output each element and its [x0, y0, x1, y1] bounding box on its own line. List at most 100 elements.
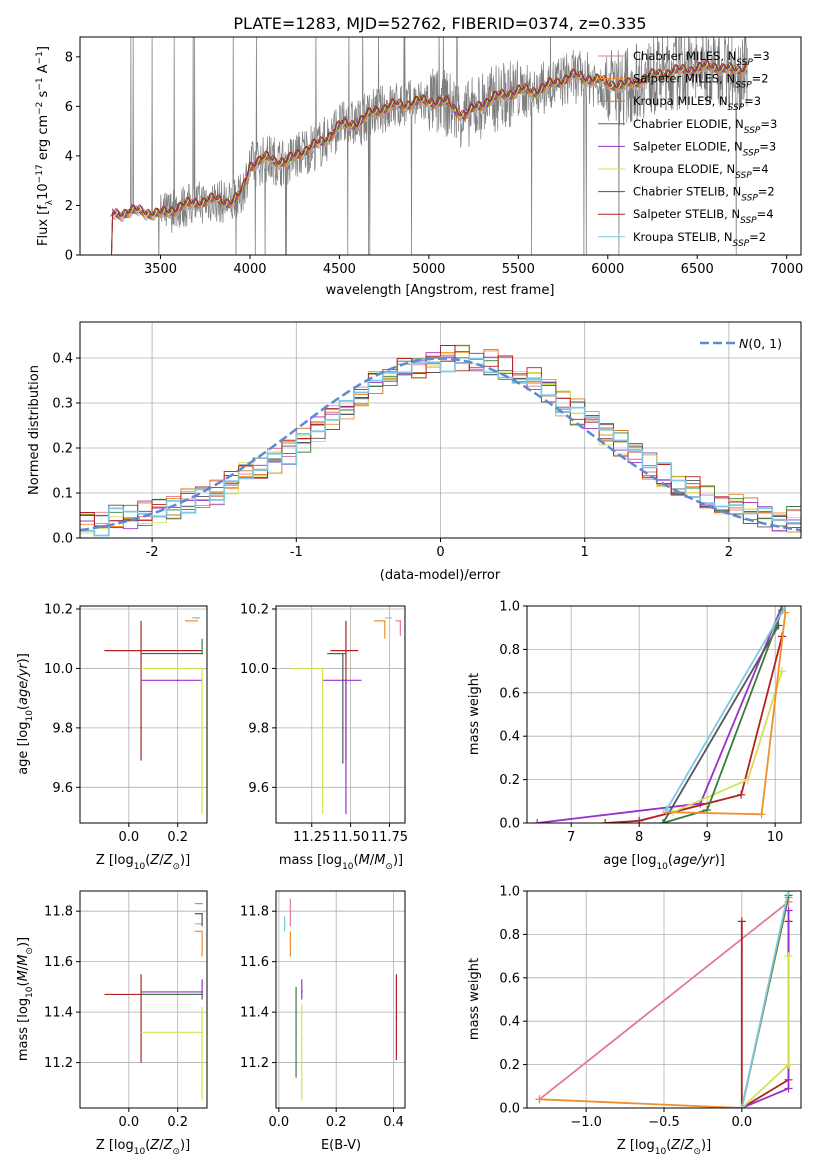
label-part: mass [log — [279, 853, 342, 868]
label-part: ( — [16, 981, 31, 986]
weight-line — [537, 606, 783, 823]
axes-frame — [79, 890, 208, 1109]
label-part: ( — [16, 705, 31, 710]
tick-label-y: 11.6 — [240, 955, 269, 970]
tick-label-y: 9.6 — [248, 781, 269, 796]
weight-marker — [535, 1095, 544, 1104]
weight-marker — [737, 917, 746, 926]
weight-marker — [662, 805, 671, 814]
legend-label: Kroupa STELIB, NSSP=2 — [633, 230, 766, 249]
tick-label-x: 0.4 — [383, 1115, 404, 1130]
tick-label-x: 2 — [725, 545, 733, 560]
label-part: =2 — [749, 230, 766, 244]
label-part: Salpeter ELODIE, N — [633, 139, 743, 153]
tick-label-y: 8 — [65, 50, 73, 65]
label-part: =2 — [758, 185, 775, 199]
data-point — [283, 923, 286, 925]
plot-area — [110, 37, 748, 255]
legend-label: Salpeter ELODIE, NSSP=3 — [633, 139, 776, 158]
label-part: mass [log — [16, 998, 31, 1061]
label-part: ⊙ — [172, 862, 180, 872]
axes-frame — [526, 890, 802, 1109]
label-part: )] — [715, 853, 725, 868]
weight-marker — [757, 810, 766, 819]
label-part: 10 — [25, 986, 35, 998]
label-part: )] — [180, 853, 190, 868]
data-point — [301, 991, 303, 993]
data-point — [140, 649, 142, 652]
axis-label-y: mass weight — [467, 673, 482, 755]
data-point — [201, 930, 203, 933]
tick-label-y: 0.4 — [499, 1015, 520, 1030]
weight-marker — [743, 775, 752, 784]
data-point — [383, 620, 386, 622]
plot-area — [104, 902, 203, 1101]
data-point — [176, 679, 179, 682]
label-part: −1 — [35, 51, 45, 64]
label-part: 10 — [25, 710, 35, 722]
weight-line — [662, 625, 780, 823]
label-part: Z [log — [96, 853, 134, 868]
label-part: Kroupa MILES, N — [633, 94, 728, 108]
label-part: ( — [666, 1138, 671, 1153]
tick-label-x: 6500 — [681, 262, 714, 277]
tick-label-y: 10.2 — [240, 602, 269, 617]
tick-label-y: 11.4 — [240, 1006, 269, 1021]
model-spectrum — [110, 64, 748, 255]
panel-age_vs_Z: 0.0 0.29.69.810.010.2Z [log10(Z/Z⊙)]age [… — [16, 602, 208, 872]
label-part: mass weight — [467, 673, 482, 755]
label-part: M — [16, 955, 31, 966]
tick-label-x: 4500 — [323, 262, 356, 277]
plot-area — [291, 617, 402, 815]
label-part: SSP — [736, 58, 753, 68]
tick-label-y: 11.6 — [44, 955, 73, 970]
tick-label-y: 11.4 — [44, 1006, 73, 1021]
tick-label-y: 0.6 — [499, 686, 520, 701]
figure-title: PLATE=1283, MJD=52762, FIBERID=0374, z=0… — [233, 14, 646, 33]
tick-label-x: 7000 — [770, 262, 803, 277]
tick-label-y: 9.8 — [52, 721, 73, 736]
weight-line — [741, 956, 790, 1108]
weight-marker — [784, 1084, 793, 1093]
plot-area — [104, 617, 203, 815]
label-part: Chabrier MILES, N — [633, 49, 736, 63]
weight-line — [538, 901, 790, 1101]
tick-label-y: 9.6 — [52, 781, 73, 796]
tick-label-x: 11.25 — [293, 830, 330, 845]
label-part: ] — [36, 46, 51, 51]
label-part: 10 — [342, 862, 354, 872]
tick-label-x: -1 — [290, 545, 303, 560]
legend-label: Chabrier ELODIE, NSSP=3 — [633, 117, 777, 136]
tick-label-x: 0 — [436, 545, 444, 560]
label-part: =3 — [760, 117, 777, 131]
data-point — [201, 902, 203, 905]
label-part: ⊙ — [172, 1147, 180, 1157]
label-part: Kroupa ELODIE, N — [633, 162, 735, 176]
legend-label: N(0, 1) — [739, 336, 782, 351]
tick-label-y: 11.8 — [240, 905, 269, 920]
label-part: SSP — [733, 239, 750, 249]
weight-line — [672, 670, 783, 813]
label-part: mass weight — [467, 958, 482, 1040]
legend-label: Salpeter STELIB, NSSP=4 — [633, 207, 774, 226]
tick-label-y: 0.3 — [52, 397, 73, 412]
axis-label-y: Normed distribution — [27, 365, 42, 495]
label-part: =3 — [759, 139, 776, 153]
label-part: Z [log — [96, 1138, 134, 1153]
model-spectrum — [110, 59, 748, 255]
label-part: / — [370, 853, 375, 868]
label-part: (0, 1) — [748, 336, 782, 351]
tick-label-y: 10.0 — [240, 662, 269, 677]
tick-label-y: 0 — [65, 249, 73, 264]
weight-marker — [635, 816, 644, 823]
label-part: 10 — [36, 183, 51, 200]
tick-label-x: 0.0 — [269, 1115, 290, 1130]
label-part: )] — [16, 937, 31, 947]
tick-label-y: 0.4 — [52, 352, 73, 367]
label-part: SSP — [741, 194, 758, 204]
data-point — [201, 993, 203, 996]
label-part: age [log — [603, 853, 656, 868]
tick-label-y: 0.2 — [52, 442, 73, 457]
